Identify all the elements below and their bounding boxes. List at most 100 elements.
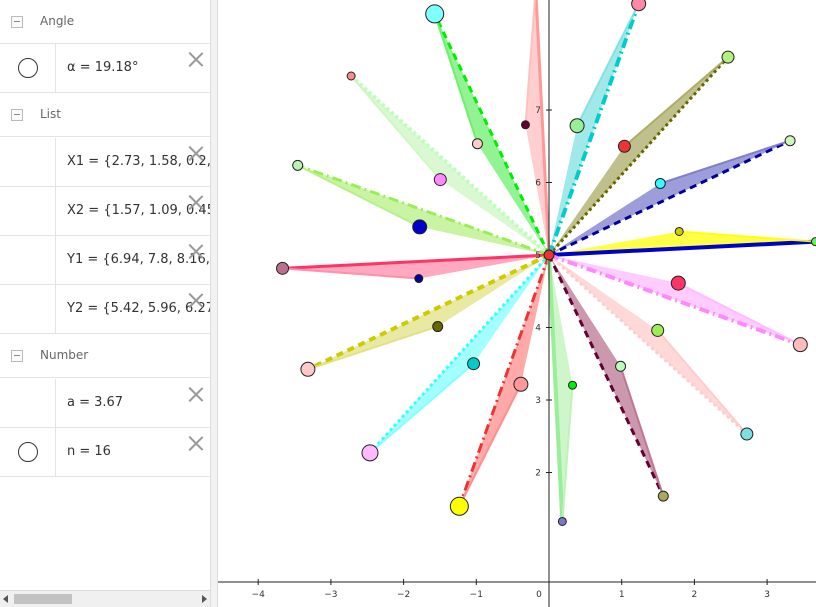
petal-side-point xyxy=(467,357,481,371)
star-petal xyxy=(525,0,549,255)
petal-side-point xyxy=(617,139,631,153)
algebra-row-x2[interactable]: X2 = {1.57, 1.09, 0.45, 0 xyxy=(0,187,210,236)
petal-side-point xyxy=(654,177,666,189)
alpha-definition[interactable]: α = 19.18° xyxy=(67,60,139,75)
petal-outline xyxy=(307,325,439,371)
petal-edge xyxy=(297,163,550,257)
petal-edge xyxy=(307,253,550,372)
graphics-canvas[interactable]: −4 −3 −2 −1 0 1 2 3 2 3 4 5 6 7 xyxy=(218,0,816,607)
row-marker xyxy=(0,138,56,186)
star-petal xyxy=(549,140,791,255)
petal-side-point xyxy=(568,380,578,390)
petal-side-point xyxy=(520,120,530,130)
petal-side-point xyxy=(651,323,665,337)
algebra-row-y2[interactable]: Y2 = {5.42, 5.96, 6.27, 6 xyxy=(0,285,210,334)
petal-edge xyxy=(548,139,791,257)
petal-outline xyxy=(659,139,791,185)
row-marker xyxy=(0,379,56,427)
petal-side-point xyxy=(433,173,447,187)
petal-side-point xyxy=(414,274,424,284)
algebra-row-x1[interactable]: X1 = {2.73, 1.58, 0.2, -1 xyxy=(0,138,210,187)
collapse-number-icon[interactable] xyxy=(11,350,23,362)
petal-edge xyxy=(547,253,748,436)
petal-tip-point xyxy=(361,444,379,462)
petal-tip-point xyxy=(292,159,304,171)
petal-outline xyxy=(297,164,421,228)
scroll-right-icon[interactable] xyxy=(202,595,207,603)
petal-outline xyxy=(433,13,479,145)
petal-tip-point xyxy=(792,337,808,353)
group-list-label: List xyxy=(40,107,61,121)
petal-outline xyxy=(656,329,748,435)
petal-outline xyxy=(623,56,729,148)
delete-icon[interactable] xyxy=(188,194,204,210)
x-tick-label: 0 xyxy=(536,590,542,600)
group-number[interactable]: Number xyxy=(0,334,210,378)
petal-side-point xyxy=(471,138,483,150)
petal-edge xyxy=(433,13,551,256)
n-definition[interactable]: n = 16 xyxy=(67,444,111,459)
group-list[interactable]: List xyxy=(0,93,210,137)
collapse-list-icon[interactable] xyxy=(11,109,23,121)
graphics-view[interactable]: −4 −3 −2 −1 0 1 2 3 2 3 4 5 6 7 xyxy=(218,0,816,607)
petal-side-point xyxy=(670,275,686,291)
x-tick-label: −1 xyxy=(470,590,483,600)
a-definition[interactable]: a = 3.67 xyxy=(67,395,124,410)
petal-outline xyxy=(282,267,419,280)
scroll-thumb[interactable] xyxy=(14,594,72,604)
x2-definition[interactable]: X2 = {1.57, 1.09, 0.45, 0 xyxy=(67,203,210,218)
algebra-row-a[interactable]: a = 3.67 xyxy=(0,379,210,428)
petal-edge xyxy=(547,254,565,522)
x-tick-label: 2 xyxy=(692,590,698,600)
petal-tip-point xyxy=(657,490,669,502)
petal-side-point xyxy=(432,321,444,333)
x-tick-label: 1 xyxy=(619,590,625,600)
algebra-row-alpha[interactable]: α = 19.18° xyxy=(0,44,210,93)
delete-icon[interactable] xyxy=(188,386,204,402)
delete-icon[interactable] xyxy=(188,145,204,161)
group-angle-label: Angle xyxy=(40,14,75,28)
x-tick-label: −3 xyxy=(324,590,337,600)
petal-tip-point xyxy=(557,516,567,526)
petal-edge xyxy=(282,253,550,270)
petal-outline xyxy=(350,75,442,181)
horizontal-scrollbar[interactable] xyxy=(0,590,210,607)
petal-tip-point xyxy=(721,50,735,64)
petal-side-point xyxy=(569,118,585,134)
algebra-row-n[interactable]: n = 16 xyxy=(0,428,210,477)
algebra-view: Angle α = 19.18° List X1 = {2.73, 1.58, … xyxy=(0,0,210,607)
y-tick-label: 3 xyxy=(535,396,541,406)
y-tick-label: 5 xyxy=(535,251,541,261)
petal-edge xyxy=(547,56,730,257)
petal-outline xyxy=(677,282,801,346)
axes xyxy=(218,0,816,607)
row-marker xyxy=(0,236,56,284)
row-marker xyxy=(0,285,56,333)
scroll-left-icon[interactable] xyxy=(3,595,8,603)
view-splitter[interactable] xyxy=(210,0,218,607)
petal-side-point xyxy=(513,376,529,392)
petal-tip-point xyxy=(300,361,316,377)
delete-icon[interactable] xyxy=(188,435,204,451)
y-tick-label: 6 xyxy=(535,179,541,189)
delete-icon[interactable] xyxy=(188,243,204,259)
petal-outline xyxy=(561,385,574,522)
delete-icon[interactable] xyxy=(188,292,204,308)
petal-outline xyxy=(369,362,475,454)
group-angle[interactable]: Angle xyxy=(0,0,210,44)
collapse-angle-icon[interactable] xyxy=(11,16,23,28)
petal-side-point xyxy=(615,360,627,372)
visibility-toggle-icon[interactable] xyxy=(18,442,38,462)
algebra-row-y1[interactable]: Y1 = {6.94, 7.8, 8.16, 7 xyxy=(0,236,210,285)
y2-definition[interactable]: Y2 = {5.42, 5.96, 6.27, 6 xyxy=(67,301,210,316)
x1-definition[interactable]: X1 = {2.73, 1.58, 0.2, -1 xyxy=(67,154,210,169)
delete-icon[interactable] xyxy=(188,51,204,67)
petal-side-point xyxy=(412,219,428,235)
y1-definition[interactable]: Y1 = {6.94, 7.8, 8.16, 7 xyxy=(67,252,210,267)
petal-edge xyxy=(534,0,551,256)
visibility-toggle-icon[interactable] xyxy=(18,58,38,78)
petal-side-point xyxy=(674,226,684,236)
center-point xyxy=(543,249,555,261)
petal-outline xyxy=(576,3,640,127)
petal-tip-point xyxy=(276,261,290,275)
